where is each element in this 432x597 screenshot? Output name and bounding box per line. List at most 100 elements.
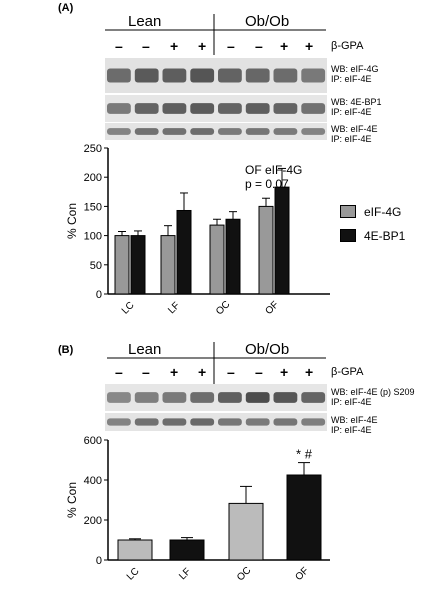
- panel-a-sign-1: –: [115, 38, 123, 54]
- panel-b-label: (B): [58, 344, 74, 356]
- blot-a1: [105, 58, 327, 93]
- blot-a3-band: [273, 128, 298, 135]
- panel-a-sign-5: –: [227, 38, 235, 54]
- chart-b-bar-oc: [228, 502, 264, 561]
- blot-a2-band: [107, 103, 131, 114]
- blot-b2-label: WB: eIF-4E IP: eIF-4E: [331, 415, 378, 435]
- blot-b1-label: WB: eIF-4E (p) S209 IP: eIF-4E: [331, 387, 415, 407]
- chart-a-bar-oc-2: [225, 218, 241, 295]
- chart-a-y-tick-label: 200: [84, 172, 102, 184]
- chart-b-bar-lf: [169, 539, 205, 561]
- blot-b1-band: [107, 392, 131, 403]
- blot-a1-band: [107, 68, 131, 83]
- chart-b-x-tick-label: LF: [177, 566, 193, 582]
- chart-a-y-tick-label: 50: [90, 260, 102, 272]
- blot-a3-band: [245, 128, 270, 135]
- blot-b2-band: [190, 418, 215, 426]
- legend-label-eif4g: eIF-4G: [364, 205, 402, 219]
- blot-b2-band: [273, 418, 298, 426]
- chart-a-bar-oc-1: [209, 224, 225, 295]
- blot-a1-band: [162, 68, 187, 83]
- blot-a3: [105, 123, 327, 140]
- chart-b: 0 200 400 600 % Con LC LF OC OF * #: [65, 435, 330, 583]
- panel-a-treatment-label: β-GPA: [331, 40, 364, 52]
- panel-b-sign-4: +: [198, 364, 207, 380]
- chart-b-y-tick-label: 0: [96, 555, 102, 567]
- blot-a3-band: [301, 128, 326, 135]
- blot-a3-band: [162, 128, 187, 135]
- chart-b-y-label: % Con: [65, 482, 79, 518]
- blot-a1-band: [134, 68, 159, 83]
- chart-b-x-tick-label: OF: [293, 565, 311, 583]
- panel-a-sign-2: –: [142, 38, 150, 54]
- chart-a-y-tick-label: 150: [84, 201, 102, 213]
- panel-b-sign-5: –: [227, 364, 235, 380]
- blot-a3-band: [134, 128, 159, 135]
- blot-a2-band: [218, 103, 242, 114]
- chart-a-y-tick-label: 100: [84, 231, 102, 243]
- panel-a-sign-3: +: [170, 38, 179, 54]
- chart-a-bar-of-1: [258, 205, 274, 295]
- chart-a-bar-of-2: [274, 186, 290, 295]
- blot-a2-band: [190, 103, 215, 114]
- legend-swatch-4ebp1: [340, 229, 356, 242]
- blot-a2-band: [134, 103, 159, 114]
- blot-a3-label: WB: eIF-4E IP: eIF-4E: [331, 124, 378, 144]
- blot-a2-label: WB: 4E-BP1 IP: eIF-4E: [331, 97, 382, 117]
- panel-a-group-lean: Lean: [128, 13, 162, 30]
- panel-b-sign-3: +: [170, 364, 179, 380]
- panel-a-sign-7: +: [280, 38, 289, 54]
- chart-a-y-tick-label: 250: [84, 143, 102, 155]
- chart-a-bar-lf-2: [176, 209, 192, 295]
- blot-a2-band: [301, 103, 326, 114]
- chart-a-y-tick-label: 0: [96, 289, 102, 301]
- blot-a3-band: [190, 128, 215, 135]
- blot-b1-band: [162, 392, 187, 403]
- blot-a2-band: [245, 103, 270, 114]
- panel-b-group-lean: Lean: [128, 341, 162, 358]
- panel-b-sign-8: +: [305, 364, 314, 380]
- chart-a-x-tick-label: LF: [166, 300, 182, 316]
- blot-b1-band: [218, 392, 242, 403]
- blot-b1: [105, 384, 327, 411]
- chart-b-y-tick-label: 400: [84, 475, 102, 487]
- chart-a-bar-lc-1: [114, 235, 130, 295]
- panel-b-treatment-signs: – – + + – – + +: [0, 364, 432, 380]
- panel-b-group-obob: Ob/Ob: [245, 341, 290, 358]
- chart-b-x-tick-label: OC: [235, 565, 253, 583]
- blot-b2-band: [245, 418, 270, 426]
- blot-b2-band: [218, 418, 242, 426]
- chart-b-y-tick-label: 600: [84, 435, 102, 447]
- panel-a-label: (A): [58, 2, 74, 14]
- chart-a-x-tick-label: LC: [120, 300, 137, 317]
- panel-a-sign-8: +: [305, 38, 314, 54]
- chart-a: 0 50 100 150 200 250 % Con LC LF OC OF: [65, 143, 330, 317]
- panel-a-sign-6: –: [255, 38, 263, 54]
- chart-b-x-tick-label: LC: [125, 566, 142, 583]
- legend-label-4ebp1: 4E-BP1: [364, 229, 406, 243]
- blot-a1-band: [273, 68, 298, 83]
- panel-b-sign-2: –: [142, 364, 150, 380]
- blot-b1-band: [273, 392, 298, 403]
- blot-b1-band: [245, 392, 270, 403]
- blot-a3-band: [218, 128, 242, 135]
- blot-a2-band: [273, 103, 298, 114]
- blot-a2: [105, 95, 327, 122]
- panel-b-treatment-label: β-GPA: [331, 366, 364, 378]
- blot-a1-band: [245, 68, 270, 83]
- chart-a-y-label: % Con: [65, 203, 79, 239]
- chart-a-x-tick-label: OC: [214, 299, 232, 317]
- blot-b2-band: [134, 418, 159, 426]
- blot-a2-band: [162, 103, 187, 114]
- panel-a-sign-4: +: [198, 38, 207, 54]
- blot-b2: [105, 413, 327, 431]
- blot-b2-band: [107, 418, 131, 426]
- chart-a-annotation: OF eIF-4G p = 0.07: [245, 163, 303, 191]
- panel-a-group-obob: Ob/Ob: [245, 13, 290, 30]
- chart-a-bar-lc-2: [130, 235, 146, 295]
- blot-b1-band: [134, 392, 159, 403]
- chart-b-bar-of: [286, 474, 322, 561]
- blot-a1-label: WB: eIF-4G IP: eIF-4E: [331, 64, 379, 84]
- panel-b-sign-7: +: [280, 364, 289, 380]
